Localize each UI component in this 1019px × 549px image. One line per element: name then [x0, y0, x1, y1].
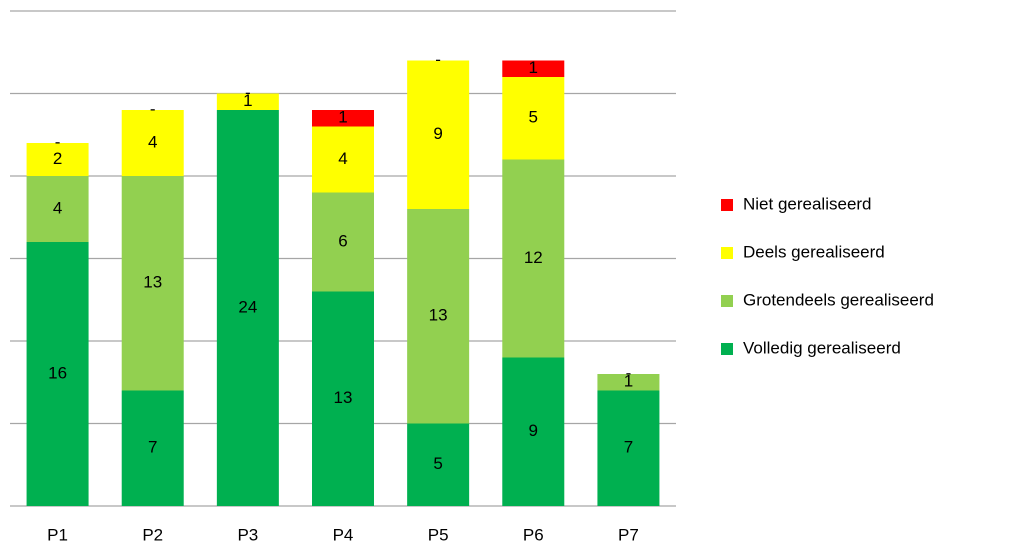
data-label: 6 — [338, 231, 347, 250]
legend-label: Volledig gerealiseerd — [743, 338, 901, 357]
data-label: 9 — [433, 124, 442, 143]
x-tick-label: P2 — [142, 525, 163, 544]
bar-segment — [216, 93, 279, 110]
bar-segment — [26, 242, 89, 506]
legend-label: Grotendeels gerealiseerd — [743, 290, 934, 309]
x-tick-label: P1 — [47, 525, 68, 544]
data-label: 4 — [338, 149, 347, 168]
bar-segment — [312, 110, 374, 127]
bar-segment — [597, 390, 660, 506]
data-label: 13 — [143, 273, 162, 292]
data-label: 12 — [524, 248, 543, 267]
bar-segment — [407, 60, 470, 209]
bar-segment — [502, 357, 565, 506]
data-label: 5 — [433, 454, 442, 473]
bar-segment — [26, 176, 89, 242]
bar-segment — [502, 60, 565, 77]
bar-segment — [216, 110, 279, 506]
data-label: 24 — [238, 297, 257, 316]
legend-swatch — [721, 199, 733, 211]
bar-segment — [312, 291, 374, 506]
bar-segment — [502, 77, 565, 160]
data-label: - — [626, 363, 632, 382]
data-label: - — [245, 83, 251, 102]
data-label: 13 — [334, 388, 353, 407]
data-label: 2 — [53, 149, 62, 168]
bar-segment — [597, 374, 660, 391]
x-tick-label: P3 — [237, 525, 258, 544]
bar-segment — [312, 126, 374, 193]
legend-label: Deels gerealiseerd — [743, 242, 885, 261]
bar-segment — [312, 192, 374, 292]
legend-label: Niet gerealiseerd — [743, 194, 872, 213]
data-label: 16 — [48, 363, 67, 382]
data-label: 1 — [243, 91, 252, 110]
data-label: - — [435, 50, 441, 69]
data-label: 7 — [624, 438, 633, 457]
x-tick-label: P4 — [333, 525, 354, 544]
x-tick-label: P7 — [618, 525, 639, 544]
data-label: - — [150, 99, 156, 118]
bar-segment — [121, 110, 184, 176]
legend-swatch — [721, 343, 733, 355]
data-label: 1 — [624, 372, 633, 391]
data-label: 9 — [529, 421, 538, 440]
data-label: - — [55, 132, 61, 151]
legend-swatch — [721, 247, 733, 259]
data-label: 5 — [529, 108, 538, 127]
data-label: 7 — [148, 438, 157, 457]
data-label: 1 — [338, 108, 347, 127]
bar-segment — [502, 159, 565, 358]
bar-segment — [407, 209, 470, 424]
data-label: 4 — [148, 132, 157, 151]
bar-segment — [121, 390, 184, 506]
data-label: 1 — [529, 58, 538, 77]
x-tick-label: P5 — [428, 525, 449, 544]
data-label: 13 — [429, 306, 448, 325]
bar-segment — [121, 176, 184, 391]
bar-segment — [407, 423, 470, 506]
x-tick-label: P6 — [523, 525, 544, 544]
legend-swatch — [721, 295, 733, 307]
data-label: 4 — [53, 198, 62, 217]
bar-segment — [26, 143, 89, 176]
